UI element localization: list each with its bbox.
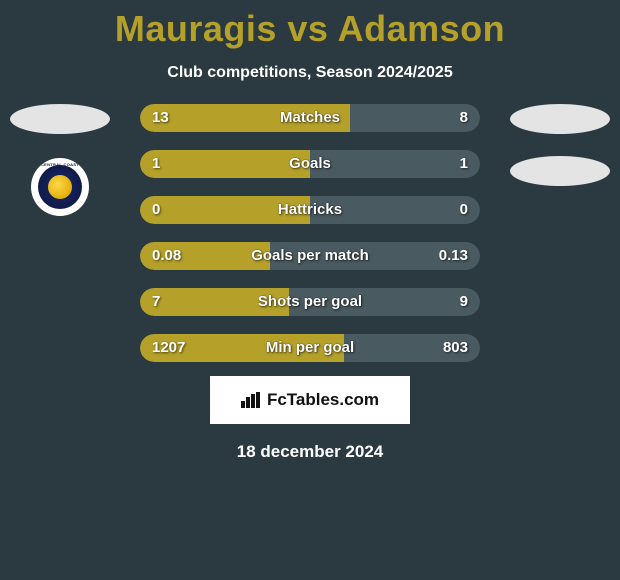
branding-box: FcTables.com bbox=[210, 376, 410, 424]
stat-bar-right bbox=[344, 334, 480, 362]
stat-row: Shots per goal79 bbox=[140, 288, 480, 316]
page-title: Mauragis vs Adamson bbox=[0, 0, 620, 50]
player-right-club-avatar bbox=[510, 156, 610, 186]
stat-row: Min per goal1207803 bbox=[140, 334, 480, 362]
stat-row: Matches138 bbox=[140, 104, 480, 132]
club-logo-ball-icon bbox=[48, 175, 72, 199]
player-left-avatar bbox=[10, 104, 110, 134]
stat-bar-right bbox=[289, 288, 480, 316]
branding-text: FcTables.com bbox=[267, 390, 379, 410]
stat-bar-right bbox=[270, 242, 480, 270]
stat-bar-left bbox=[140, 196, 310, 224]
stat-bar-left bbox=[140, 334, 344, 362]
stat-bar-right bbox=[350, 104, 480, 132]
stat-bar-left bbox=[140, 150, 310, 178]
player-left-column: CENTRAL COAST bbox=[10, 104, 110, 216]
stat-row: Hattricks00 bbox=[140, 196, 480, 224]
stat-bar-left bbox=[140, 288, 289, 316]
stat-bars-container: Matches138 Goals11 Hattricks00 Goals per ma… bbox=[140, 104, 480, 380]
player-right-column bbox=[510, 104, 610, 186]
player-right-avatar bbox=[510, 104, 610, 134]
bar-chart-icon bbox=[241, 392, 261, 408]
stat-bar-left bbox=[140, 242, 270, 270]
club-logo-inner bbox=[38, 165, 82, 209]
player-left-club-logo: CENTRAL COAST bbox=[31, 158, 89, 216]
page-subtitle: Club competitions, Season 2024/2025 bbox=[0, 64, 620, 82]
stat-bar-left bbox=[140, 104, 350, 132]
stat-row: Goals11 bbox=[140, 150, 480, 178]
stat-row: Goals per match0.080.13 bbox=[140, 242, 480, 270]
stat-bar-right bbox=[310, 196, 480, 224]
date-line: 18 december 2024 bbox=[0, 442, 620, 462]
comparison-area: CENTRAL COAST Matches138 Goals11 Hattricks… bbox=[0, 104, 620, 364]
stat-bar-right bbox=[310, 150, 480, 178]
